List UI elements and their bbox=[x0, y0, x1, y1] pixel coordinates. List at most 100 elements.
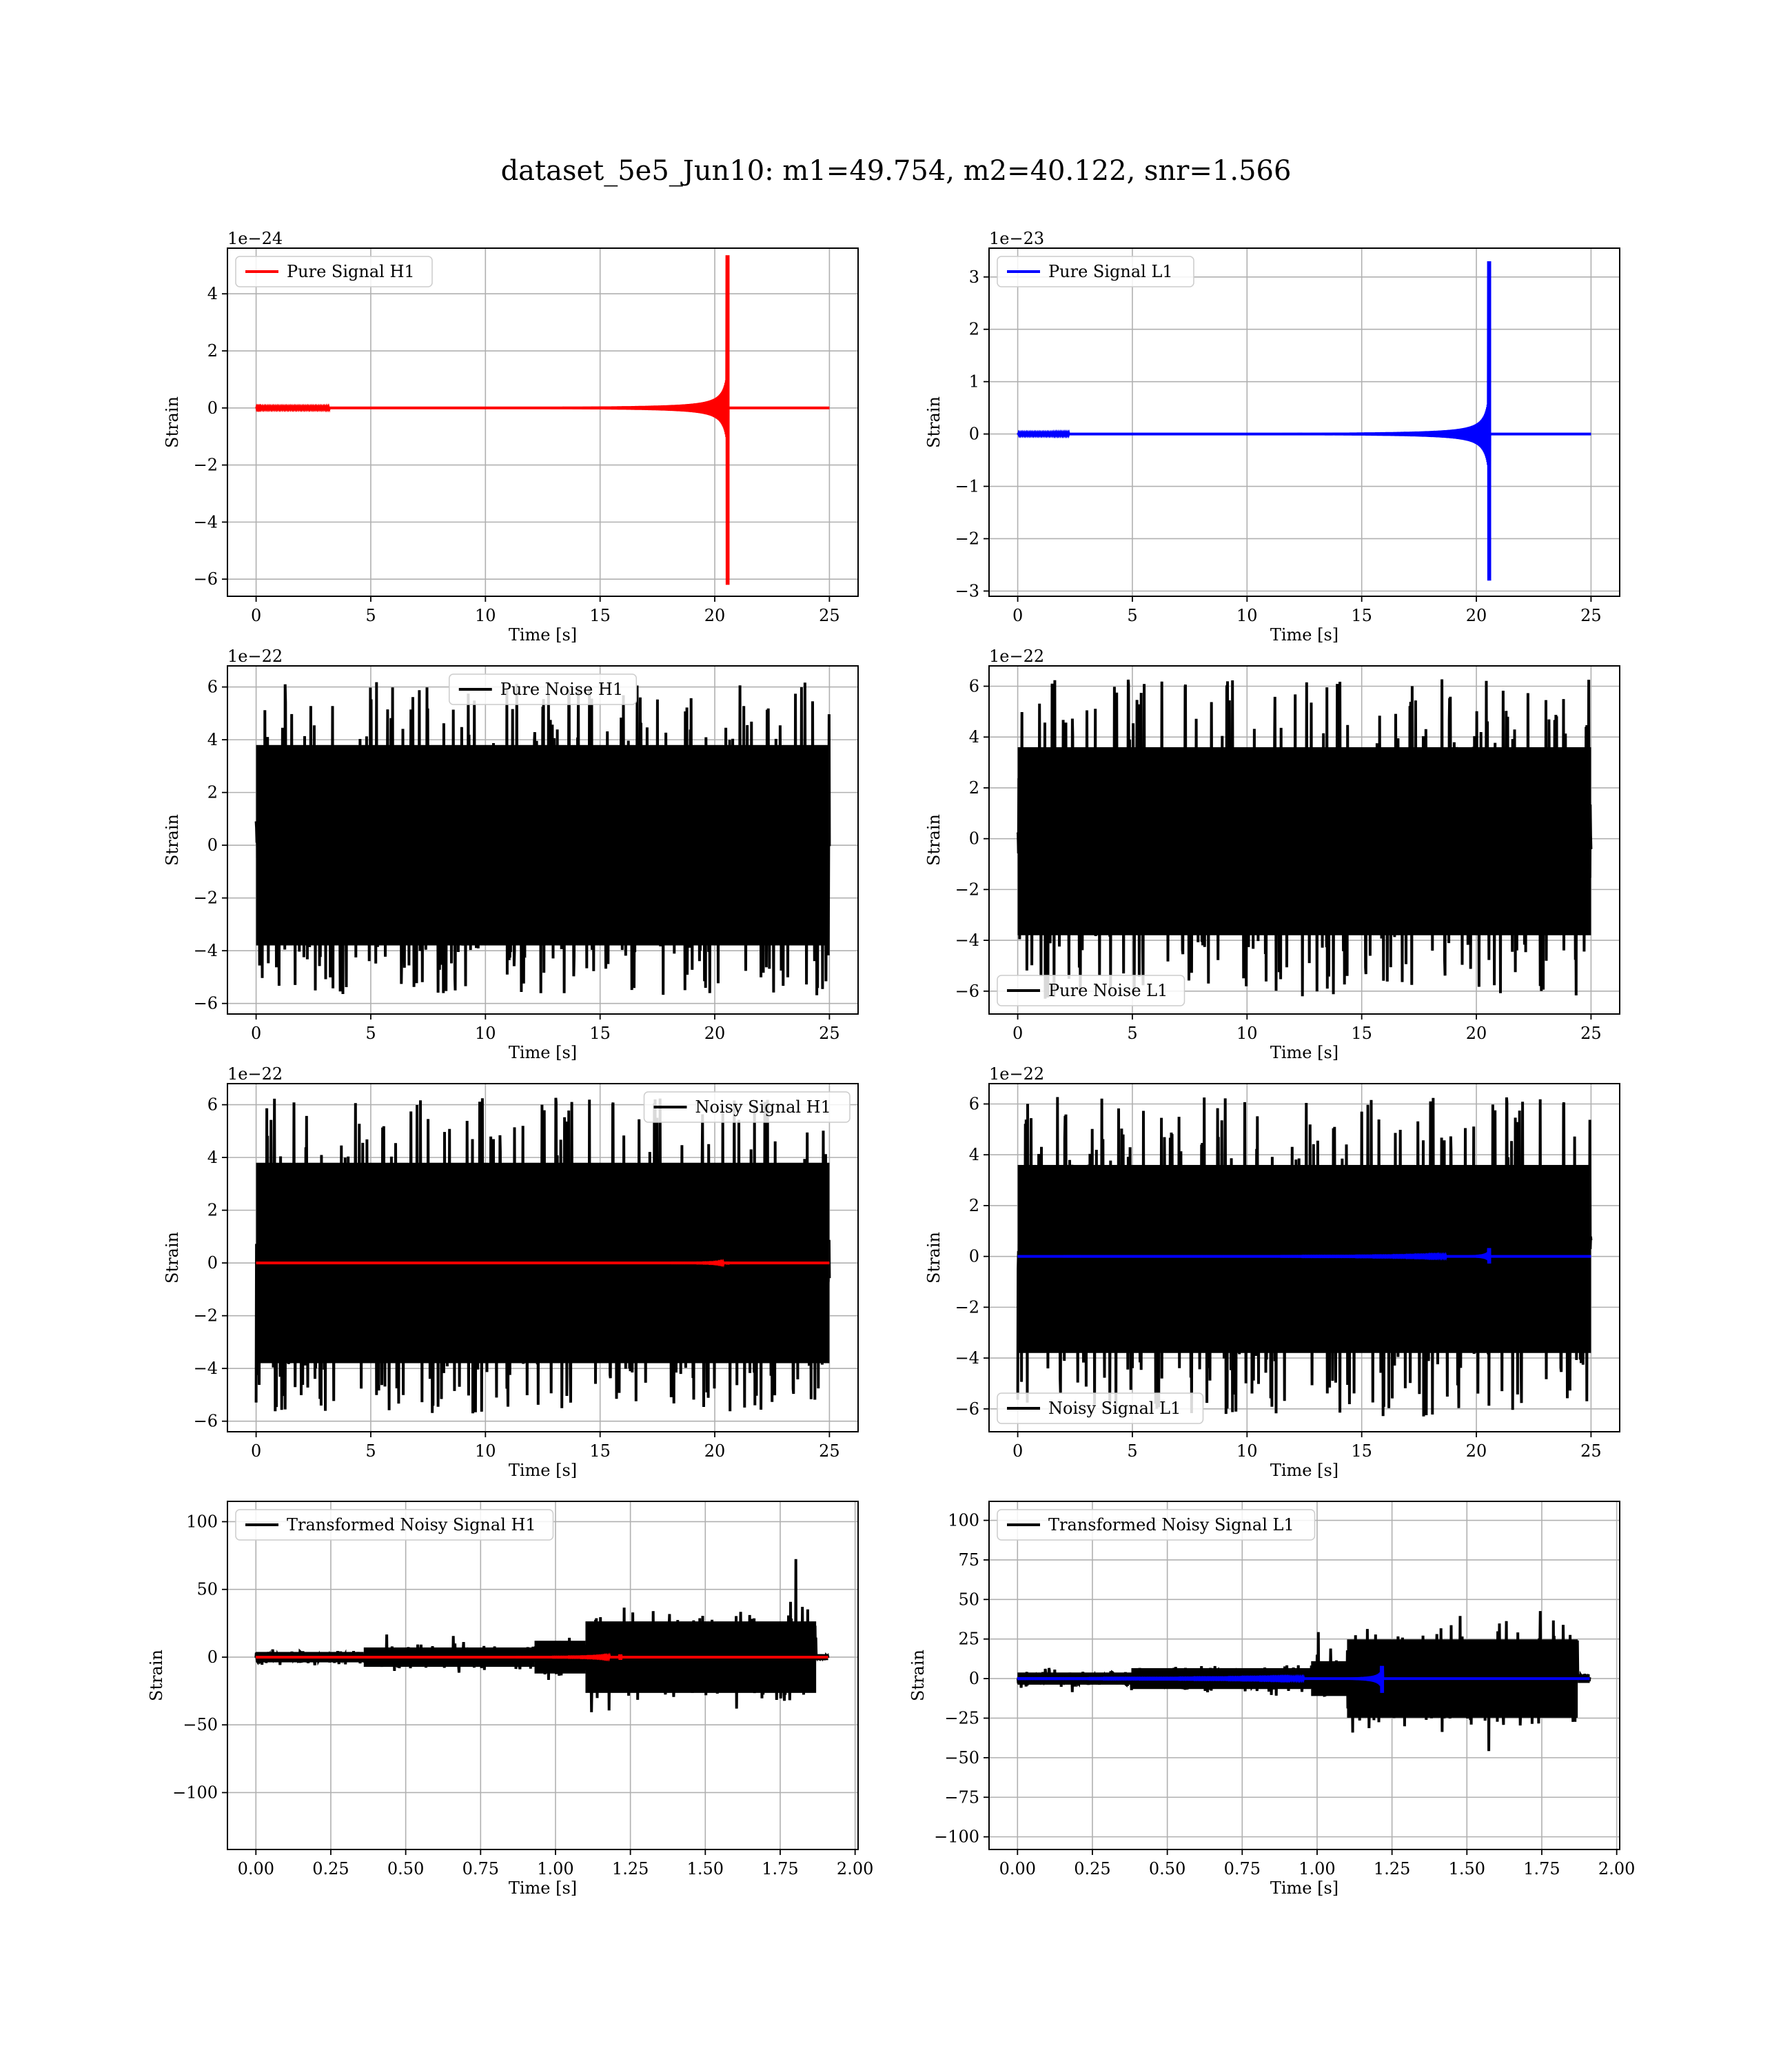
x-tick-label: 2.00 bbox=[1598, 1859, 1635, 1878]
y-axis-label: Strain bbox=[147, 1650, 166, 1701]
x-tick-label: 25 bbox=[1580, 606, 1602, 625]
series-line bbox=[254, 1097, 831, 1414]
chart-l1_noise: 0 5 10 15 20 25 −6 −4 −2 0 2 4 6 Time [s] Strain 1e−22 P… bbox=[924, 647, 1620, 1062]
x-tick-label: 15 bbox=[589, 606, 611, 625]
y-tick-label: 100 bbox=[948, 1511, 979, 1530]
series-layer bbox=[254, 1097, 831, 1414]
y-tick-label: −2 bbox=[194, 456, 218, 475]
y-tick-label: 4 bbox=[207, 284, 218, 303]
y-tick-label: −2 bbox=[194, 889, 218, 908]
legend: Transformed Noisy Signal H1 bbox=[235, 1509, 554, 1541]
y-axis-label: Strain bbox=[163, 814, 182, 866]
legend-box bbox=[449, 673, 637, 705]
y-tick-label: −50 bbox=[183, 1715, 218, 1734]
legend-box bbox=[997, 256, 1194, 287]
plot-frame bbox=[227, 1083, 859, 1432]
x-tick-label: 0 bbox=[251, 606, 261, 625]
x-tick-label: 25 bbox=[1580, 1024, 1602, 1043]
legend: Pure Signal L1 bbox=[997, 256, 1194, 287]
x-tick-label: 1.25 bbox=[1374, 1859, 1410, 1878]
x-tick-label: 15 bbox=[1351, 1441, 1372, 1461]
x-tick-label: 1.50 bbox=[1449, 1859, 1485, 1878]
x-tick-label: 1.25 bbox=[612, 1859, 649, 1878]
y-tick-label: 2 bbox=[969, 1196, 979, 1215]
series-line bbox=[1016, 1097, 1593, 1417]
axis-offset-label: 1e−23 bbox=[989, 229, 1044, 248]
series-line bbox=[1017, 1248, 1591, 1264]
y-tick-label: −1 bbox=[955, 477, 979, 496]
x-tick-label: 25 bbox=[819, 1441, 840, 1461]
legend-box bbox=[235, 256, 433, 287]
x-axis-label: Time [s] bbox=[1270, 1461, 1338, 1480]
chart-h1_transformed: 0.00 0.25 0.50 0.75 1.00 1.25 1.50 1.75 2.00 −100… bbox=[147, 1501, 873, 1898]
x-tick-label: 5 bbox=[365, 1024, 376, 1043]
x-tick-label: 0 bbox=[1012, 1024, 1023, 1043]
axis-offset-label: 1e−22 bbox=[989, 647, 1044, 666]
x-tick-label: 25 bbox=[1580, 1441, 1602, 1461]
x-tick-label: 0.75 bbox=[1224, 1859, 1261, 1878]
y-tick-label: 4 bbox=[207, 730, 218, 749]
y-tick-label: 2 bbox=[207, 341, 218, 361]
legend: Pure Noise H1 bbox=[449, 673, 637, 705]
series-line bbox=[256, 1258, 830, 1268]
y-tick-label: −6 bbox=[955, 982, 979, 1001]
axis-offset-label: 1e−22 bbox=[227, 647, 283, 666]
legend-label: Transformed Noisy Signal H1 bbox=[287, 1515, 536, 1534]
x-tick-label: 0.75 bbox=[462, 1859, 499, 1878]
legend-label: Pure Noise H1 bbox=[500, 680, 623, 699]
y-tick-label: −4 bbox=[194, 941, 218, 960]
y-tick-label: 4 bbox=[207, 1148, 218, 1167]
x-tick-label: 25 bbox=[819, 1024, 840, 1043]
legend-label: Noisy Signal L1 bbox=[1048, 1399, 1181, 1418]
x-tick-label: 1.50 bbox=[687, 1859, 724, 1878]
series-layer bbox=[254, 1559, 830, 1712]
x-axis-label: Time [s] bbox=[509, 1878, 577, 1898]
series-line bbox=[254, 682, 831, 995]
y-tick-label: −2 bbox=[194, 1306, 218, 1326]
chart-l1_noisy: 0 5 10 15 20 25 −6 −4 −2 0 2 4 6 Time [s] Strain 1e−22 N… bbox=[924, 1064, 1620, 1480]
series-layer bbox=[254, 682, 831, 995]
x-tick-label: 5 bbox=[1127, 606, 1137, 625]
series-line bbox=[1017, 1665, 1590, 1693]
x-tick-label: 0 bbox=[1012, 1441, 1023, 1461]
y-tick-label: 75 bbox=[958, 1550, 979, 1570]
axis-offset-label: 1e−22 bbox=[227, 1064, 283, 1084]
y-tick-label: 2 bbox=[969, 778, 979, 798]
chart-h1_noise: 0 5 10 15 20 25 −6 −4 −2 0 2 4 6 Time [s] Strain 1e−22 P… bbox=[163, 647, 859, 1062]
x-tick-label: 0.25 bbox=[1074, 1859, 1110, 1878]
axis-offset-label: 1e−22 bbox=[989, 1064, 1044, 1084]
y-tick-label: 0 bbox=[207, 1253, 218, 1273]
y-axis-label: Strain bbox=[163, 396, 182, 448]
y-axis-label: Strain bbox=[924, 396, 944, 448]
series-layer bbox=[1017, 261, 1591, 581]
y-tick-label: 0 bbox=[969, 1669, 979, 1688]
chart-h1_signal: 0 5 10 15 20 25 −6 −4 −2 0 2 4 Time [s] Strain 1e−24Pu… bbox=[163, 229, 859, 645]
y-axis-label: Strain bbox=[908, 1650, 928, 1701]
x-tick-label: 0.00 bbox=[238, 1859, 274, 1878]
legend-box bbox=[235, 1509, 554, 1541]
x-axis-label: Time [s] bbox=[1270, 1043, 1338, 1062]
x-tick-label: 0.50 bbox=[387, 1859, 424, 1878]
chart-l1_signal: 0 5 10 15 20 25 −3 −2 −1 0 1 2 3 Time [s] Strain 1e−23P… bbox=[924, 229, 1620, 645]
y-tick-label: −75 bbox=[944, 1787, 979, 1807]
x-tick-label: 5 bbox=[1127, 1441, 1137, 1461]
y-tick-label: −6 bbox=[194, 1412, 218, 1431]
series-line bbox=[255, 255, 830, 585]
x-axis-label: Time [s] bbox=[1270, 1878, 1338, 1898]
y-tick-label: 6 bbox=[207, 678, 218, 697]
series-layer bbox=[1016, 1097, 1593, 1417]
plot-frame bbox=[988, 1501, 1620, 1850]
y-tick-label: 0 bbox=[207, 398, 218, 418]
plot-frame bbox=[227, 1501, 859, 1850]
legend: Noisy Signal L1 bbox=[997, 1392, 1204, 1424]
y-tick-label: −2 bbox=[955, 529, 979, 548]
legend-label: Noisy Signal H1 bbox=[695, 1097, 831, 1117]
y-tick-label: 6 bbox=[207, 1095, 218, 1115]
y-tick-label: −6 bbox=[194, 569, 218, 589]
x-axis-label: Time [s] bbox=[509, 1043, 577, 1062]
x-tick-label: 0 bbox=[251, 1024, 261, 1043]
legend: Pure Signal H1 bbox=[235, 256, 433, 287]
y-tick-label: −50 bbox=[944, 1748, 979, 1767]
y-tick-label: 4 bbox=[969, 727, 979, 747]
